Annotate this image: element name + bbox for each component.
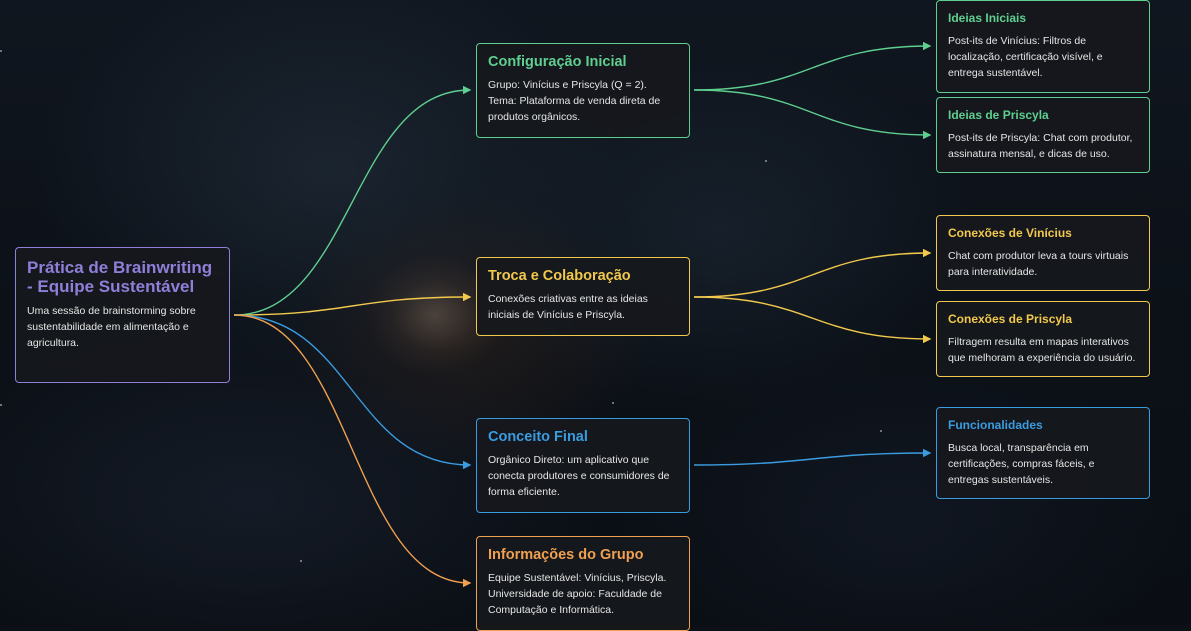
funcionalidades-description: Busca local, transparência em certificaç… [948, 442, 1095, 486]
info-title: Informações do Grupo [488, 547, 644, 563]
conexoes-vinicius-title: Conexões de Vinícius [948, 226, 1072, 240]
config-title: Configuração Inicial [488, 54, 627, 70]
info-description: Equipe Sustentável: Vinícius, Priscyla. … [488, 572, 667, 616]
funcionalidades-title: Funcionalidades [948, 418, 1043, 432]
star-dot [765, 160, 767, 162]
ideias-iniciais-title: Ideias Iniciais [948, 11, 1027, 25]
ideias-priscyla-description: Post-its de Priscyla: Chat com produtor,… [948, 132, 1133, 160]
link-root-info [233, 314, 472, 588]
conexoes-vinicius-node[interactable]: Conexões de Vinícius Chat com produtor l… [936, 215, 1150, 291]
link-root-config [233, 85, 472, 316]
troca-title: Troca e Colaboração [488, 268, 631, 284]
link-troca-conexoes-vinicius [693, 248, 932, 298]
root-title: Prática de Brainwriting - Equipe Sustent… [27, 258, 213, 296]
funcionalidades-node[interactable]: Funcionalidades Busca local, transparênc… [936, 407, 1150, 499]
troca-description: Conexões criativas entre as ideias inici… [488, 293, 648, 321]
star-dot [0, 404, 2, 406]
config-description: Grupo: Vinícius e Priscyla (Q = 2). Tema… [488, 79, 661, 123]
link-root-troca [233, 292, 472, 316]
ideias-iniciais-node[interactable]: Ideias Iniciais Post-its de Vinícius: Fi… [936, 0, 1150, 93]
conexoes-priscyla-description: Filtragem resulta em mapas interativos q… [948, 336, 1136, 364]
conceito-node[interactable]: Conceito Final Orgânico Direto: um aplic… [476, 418, 690, 513]
info-node[interactable]: Informações do Grupo Equipe Sustentável:… [476, 536, 690, 631]
link-config-ideias-iniciais [693, 41, 932, 91]
root-description: Uma sessão de brainstorming sobre susten… [27, 305, 196, 349]
link-conceito-funcionalidades [693, 448, 932, 466]
root-node[interactable]: Prática de Brainwriting - Equipe Sustent… [15, 247, 230, 383]
star-dot [612, 402, 614, 404]
link-config-ideias-priscyla [693, 89, 932, 140]
star-dot [0, 50, 2, 52]
conexoes-vinicius-description: Chat com produtor leva a tours virtuais … [948, 250, 1129, 278]
config-node[interactable]: Configuração Inicial Grupo: Vinícius e P… [476, 43, 690, 138]
star-dot [880, 430, 882, 432]
ideias-iniciais-description: Post-its de Vinícius: Filtros de localiz… [948, 35, 1103, 79]
star-dot [300, 560, 302, 562]
link-troca-conexoes-priscyla [693, 296, 932, 344]
link-root-conceito [233, 314, 472, 470]
troca-node[interactable]: Troca e Colaboração Conexões criativas e… [476, 257, 690, 336]
ideias-priscyla-node[interactable]: Ideias de Priscyla Post-its de Priscyla:… [936, 97, 1150, 173]
conexoes-priscyla-title: Conexões de Priscyla [948, 312, 1073, 326]
ideias-priscyla-title: Ideias de Priscyla [948, 108, 1049, 122]
conceito-title: Conceito Final [488, 429, 588, 445]
conceito-description: Orgânico Direto: um aplicativo que conec… [488, 454, 670, 498]
conexoes-priscyla-node[interactable]: Conexões de Priscyla Filtragem resulta e… [936, 301, 1150, 377]
